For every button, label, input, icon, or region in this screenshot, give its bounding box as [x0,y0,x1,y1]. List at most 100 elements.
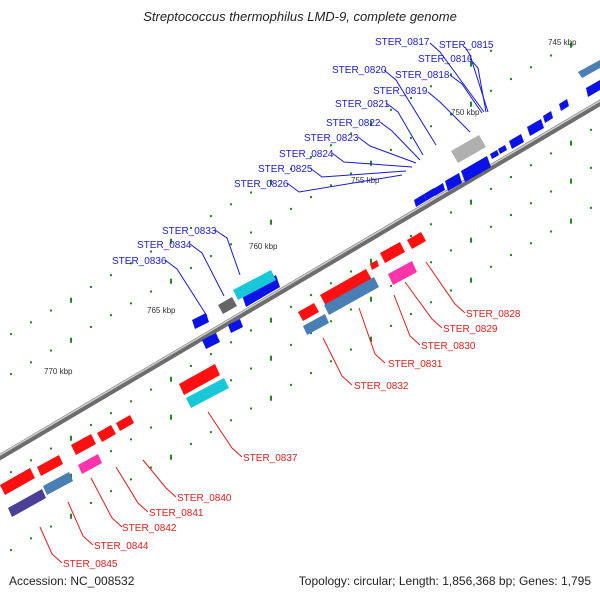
blue-gene-labels: STER_0815 STER_0816 STER_0817 STER_0818 … [112,37,494,267]
scale-tick [330,144,332,147]
scale-tick [110,274,112,277]
scale-tick [570,178,572,184]
gene-label-ster-0816: STER_0816 [418,54,473,65]
scale-tick [150,388,152,391]
scale-tick [590,166,592,169]
scale-tick [70,435,72,441]
gene-block-steel-left [43,472,73,495]
scale-label-760: 760 kbp [249,242,278,251]
scale-tick [310,196,312,199]
gene-label-ster-0836: STER_0836 [112,256,167,267]
scale-tick [470,237,472,243]
gene-block-ster-0841 [78,454,102,474]
gene-arrow [490,150,499,159]
scale-tick [150,290,152,293]
scale-tick [290,305,292,308]
scale-tick [590,206,592,209]
gene-label-ster-0840: STER_0840 [177,493,232,504]
gene-block-ster-0842 [71,434,96,455]
scale-tick [390,108,392,111]
gene-block-ster-0832 [298,303,319,321]
scale-tick [190,266,192,269]
gene-label-ster-0829: STER_0829 [443,324,498,335]
scale-tick [90,325,92,328]
gene-label-ster-0834: STER_0834 [137,240,192,251]
scale-tick [70,337,72,343]
scale-tick [350,348,352,351]
gene-arrow [228,319,243,333]
gene-label-ster-0842: STER_0842 [122,523,177,534]
scale-tick [310,156,312,159]
gene-label-ster-0831: STER_0831 [388,359,443,370]
gene-block-ster-0844 [37,455,63,476]
scale-tick [150,426,152,429]
scale-tick [50,349,52,352]
scale-tick [350,308,352,311]
accession-text: Accession: NC_008532 [9,574,135,588]
gene-block-steel [303,314,329,335]
scale-tick [330,360,332,363]
scale-tick [250,367,252,370]
blue-gene-features [192,80,600,349]
scale-tick [230,203,232,206]
red-label-leaders [39,261,466,564]
gene-label-ster-0819: STER_0819 [373,86,428,97]
scale-tick [390,148,392,151]
scale-label-770: 770 kbp [44,367,73,376]
gene-block-dark-gray [218,297,237,314]
gene-arrow [116,415,134,431]
scale-tick [570,140,572,146]
scale-tick [470,277,472,283]
scale-tick [530,164,532,167]
gene-label-ster-0820: STER_0820 [332,65,387,76]
scale-tick [570,218,572,224]
scale-tick [370,336,372,342]
gene-block-ster-0821 [445,173,462,191]
blue-label-leaders [164,42,489,317]
scale-tick [370,160,372,166]
gene-label-ster-0828: STER_0828 [466,309,521,320]
scale-tick [230,379,232,382]
gene-label-ster-0830: STER_0830 [421,341,476,352]
gray-gene-features [218,135,486,314]
scale-tick [510,176,512,179]
scale-tick [550,190,552,193]
genome-backbone [0,99,600,461]
scale-tick [130,478,132,481]
gene-block-ster-0815 [527,119,544,136]
scale-tick [10,373,12,376]
scale-tick [10,549,12,552]
other-gene-features [8,261,417,517]
scale-tick [370,296,372,302]
scale-tick [470,101,472,107]
scale-tick [450,249,452,252]
scale-tick [230,341,232,344]
scale-tick [130,438,132,441]
red-gene-features [0,232,426,495]
scale-tick [210,431,212,434]
scale-tick [170,278,172,284]
scale-tick [330,184,332,187]
scale-tick [470,199,472,205]
scale-tick [430,261,432,264]
scale-tick [170,238,172,244]
gene-block-ster-0828 [388,261,417,285]
scale-tick [130,302,132,305]
gene-block-purple [8,489,46,517]
scale-tick [310,294,312,297]
gene-label-ster-0817: STER_0817 [375,37,430,48]
gene-label-ster-0826: STER_0826 [234,179,289,190]
scale-tick [50,525,52,528]
scale-tick [350,172,352,175]
gene-arrow [414,194,426,207]
gene-label-ster-0821: STER_0821 [335,99,390,110]
scale-tick [210,255,212,258]
gene-block-ster-0819 [461,156,491,182]
scale-tick [170,414,172,420]
scale-tick [490,265,492,268]
scale-tick [390,324,392,327]
gene-label-ster-0833: STER_0833 [162,226,217,237]
scale-tick [530,202,532,205]
scale-tick [30,321,32,324]
